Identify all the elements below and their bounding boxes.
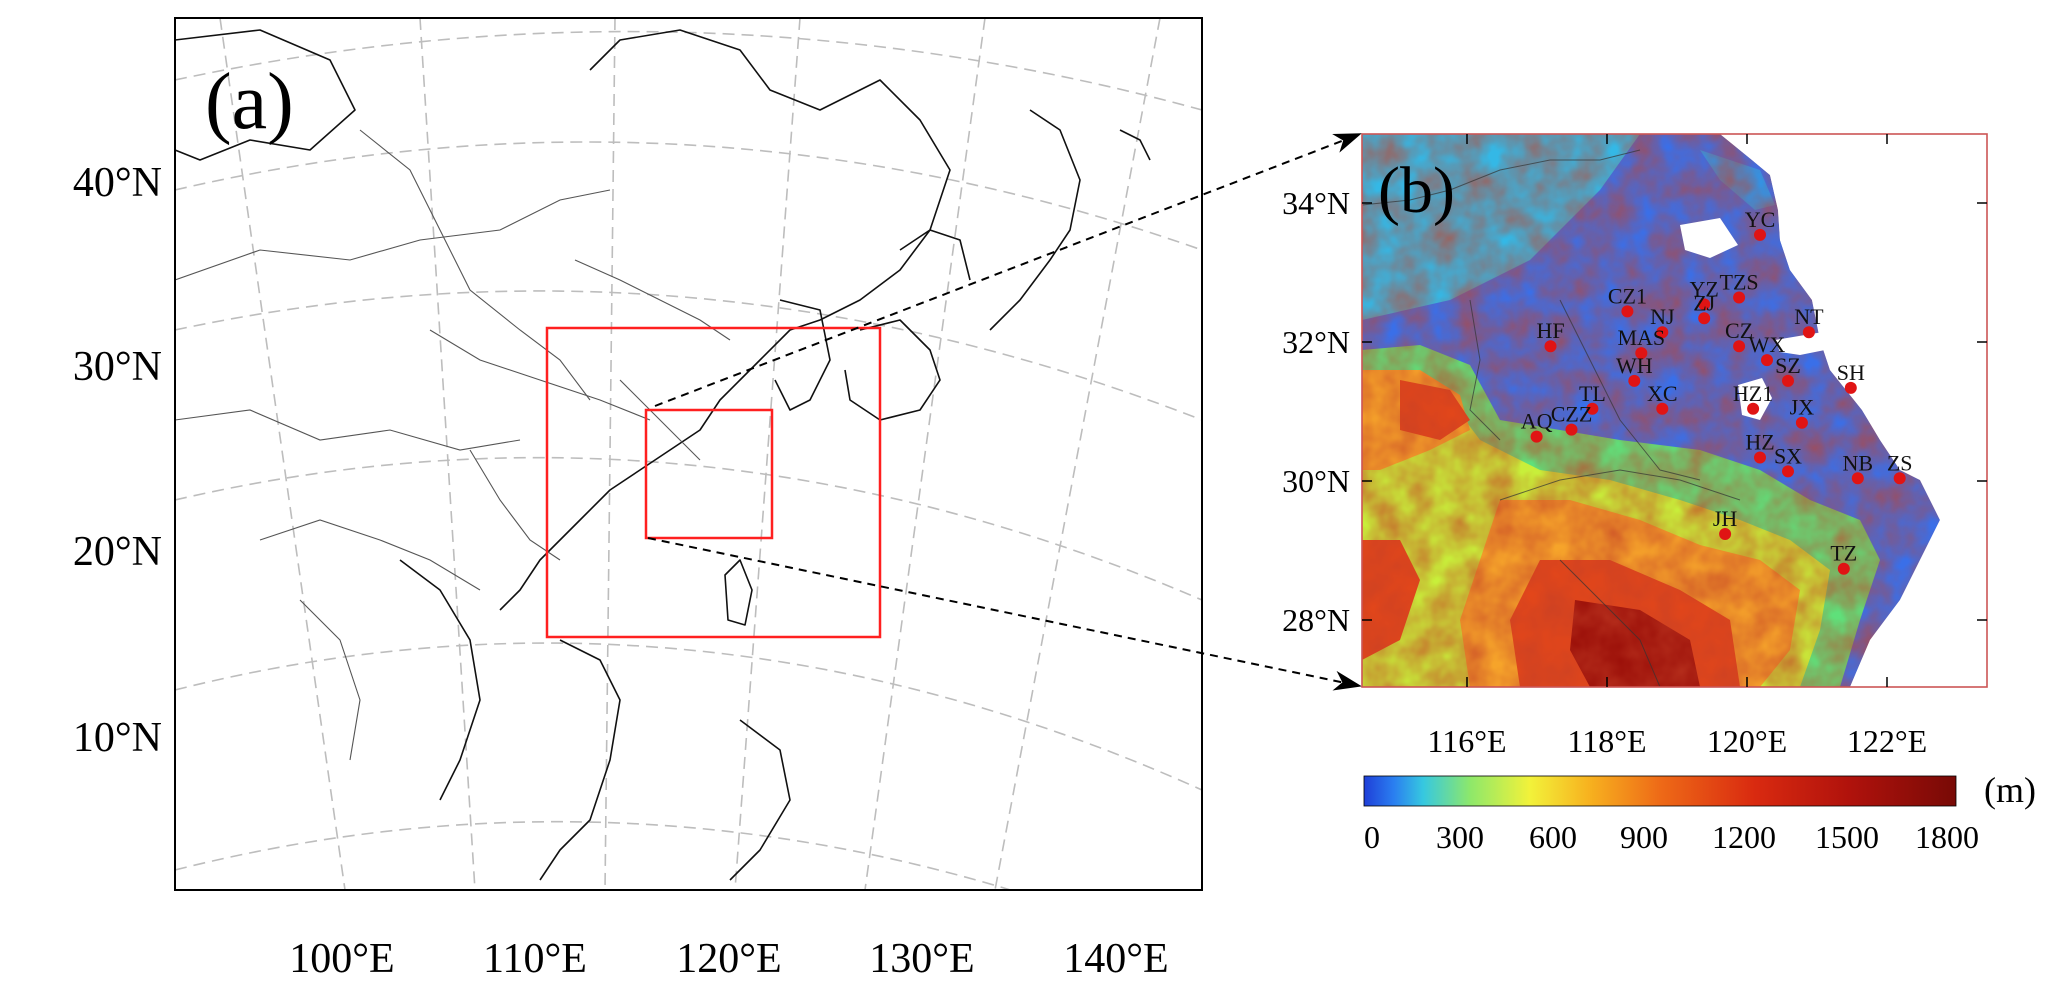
station-dot-sz bbox=[1782, 374, 1794, 387]
station-label-czz: CZZ bbox=[1551, 402, 1593, 427]
station-dot-wh bbox=[1628, 374, 1641, 387]
station-label-wx: WX bbox=[1749, 332, 1786, 357]
colorbar-bar bbox=[1363, 775, 1957, 807]
station-dot-jx bbox=[1795, 416, 1808, 429]
station-label-tzs: TZS bbox=[1720, 270, 1759, 295]
colorbar-tick-600: 600 bbox=[1529, 819, 1577, 855]
station-label-cz1: CZ1 bbox=[1608, 283, 1647, 308]
panel-a-graticule bbox=[175, 18, 1202, 890]
station-dot-tl bbox=[1586, 402, 1599, 415]
panel-b-lon-120: 120°E bbox=[1707, 723, 1787, 759]
station-dot-sh bbox=[1844, 381, 1857, 394]
station-label-zs: ZS bbox=[1887, 450, 1913, 475]
panel-a-lat-20: 20°N bbox=[73, 529, 162, 575]
station-label-nj: NJ bbox=[1650, 304, 1675, 329]
station-label-tz: TZ bbox=[1830, 541, 1857, 566]
station-label-cz: CZ bbox=[1725, 318, 1753, 343]
station-label-xc: XC bbox=[1647, 381, 1678, 406]
panel-b-terrain bbox=[1362, 134, 1987, 687]
panel-a-coastlines bbox=[175, 29, 1151, 881]
panel-a-lon-110: 110°E bbox=[483, 936, 587, 982]
station-dot-cz bbox=[1733, 340, 1746, 353]
panel-a-lat-10: 10°N bbox=[73, 715, 162, 761]
panel-b: (b) 34°N 32°N 30°N 28°N 116°E 118°E 120°… bbox=[1282, 133, 1988, 759]
station-label-nb: NB bbox=[1843, 450, 1874, 475]
station-label-wh: WH bbox=[1616, 353, 1653, 378]
station-dot-tz bbox=[1837, 562, 1850, 575]
station-label-nt: NT bbox=[1794, 304, 1824, 329]
station-dot-yc bbox=[1754, 228, 1766, 241]
station-dot-yz bbox=[1698, 298, 1711, 311]
panel-a-lon-100: 100°E bbox=[289, 936, 394, 982]
colorbar-tick-1200: 1200 bbox=[1712, 819, 1776, 855]
panel-b-lat-30: 30°N bbox=[1282, 463, 1350, 499]
station-dot-hf bbox=[1544, 340, 1557, 353]
panel-b-lat-34: 34°N bbox=[1282, 185, 1350, 221]
panel-a-lon-130: 130°E bbox=[869, 936, 974, 982]
colorbar-tick-300: 300 bbox=[1436, 819, 1484, 855]
station-label-tl: TL bbox=[1579, 381, 1606, 406]
station-dot-zj bbox=[1698, 312, 1711, 325]
station-label-yz: YZ bbox=[1690, 276, 1719, 301]
panel-a-lat-30: 30°N bbox=[73, 344, 162, 390]
station-label-yc: YC bbox=[1745, 207, 1776, 232]
station-label-hf: HF bbox=[1536, 318, 1564, 343]
lake-taihu bbox=[1738, 378, 1772, 420]
colorbar-tick-0: 0 bbox=[1364, 819, 1380, 855]
station-label-zj: ZJ bbox=[1693, 290, 1715, 315]
panel-a: (a) 40°N 30°N 20°N 10°N 100°E 110°E 120°… bbox=[73, 17, 1203, 982]
station-dot-hz1 bbox=[1747, 402, 1760, 415]
station-dot-mas bbox=[1635, 347, 1648, 360]
panel-b-frame bbox=[1361, 133, 1988, 688]
station-dot-nt bbox=[1802, 326, 1815, 339]
station-label-mas: MAS bbox=[1617, 325, 1665, 350]
station-label-aq: AQ bbox=[1521, 409, 1553, 434]
panel-a-map-body bbox=[175, 18, 1202, 890]
panel-a-lon-140: 140°E bbox=[1063, 936, 1168, 982]
panel-b-lat-32: 32°N bbox=[1282, 324, 1350, 360]
station-dot-aq bbox=[1530, 430, 1543, 443]
panel-a-borders bbox=[175, 129, 731, 761]
station-dot-czz bbox=[1565, 423, 1578, 436]
panel-a-lon-120: 120°E bbox=[676, 936, 781, 982]
station-dot-zs bbox=[1893, 472, 1906, 485]
station-label-hz: HZ bbox=[1745, 430, 1774, 455]
sea-area bbox=[1720, 134, 1987, 687]
panel-a-label: (a) bbox=[205, 58, 294, 146]
zoom-connectors bbox=[647, 133, 1362, 691]
panel-b-lat-28: 28°N bbox=[1282, 602, 1350, 638]
outer-domain-box bbox=[545, 326, 882, 639]
station-label-sz: SZ bbox=[1775, 353, 1801, 378]
station-dot-hz bbox=[1754, 451, 1766, 464]
colorbar-tick-1500: 1500 bbox=[1815, 819, 1879, 855]
panel-b-tick-marks bbox=[1362, 134, 1987, 687]
colorbar-tick-1800: 1800 bbox=[1915, 819, 1979, 855]
colorbar-tick-900: 900 bbox=[1620, 819, 1668, 855]
colorbar-unit: (m) bbox=[1984, 770, 2036, 810]
station-dot-nj bbox=[1656, 326, 1669, 339]
station-label-jx: JX bbox=[1790, 395, 1815, 420]
station-label-hz1: HZ1 bbox=[1733, 381, 1773, 406]
panel-a-frame bbox=[174, 17, 1203, 891]
station-label-sh: SH bbox=[1837, 360, 1865, 385]
connector-arrow-bottom bbox=[647, 537, 1362, 691]
station-dot-xc bbox=[1656, 402, 1669, 415]
panel-b-lon-118: 118°E bbox=[1567, 723, 1646, 759]
panel-b-label: (b) bbox=[1378, 154, 1455, 227]
station-dot-cz1 bbox=[1621, 305, 1634, 318]
panel-b-lon-116: 116°E bbox=[1427, 723, 1506, 759]
station-dot-nb bbox=[1851, 472, 1864, 485]
station-dot-sx bbox=[1782, 465, 1794, 478]
panel-a-lat-40: 40°N bbox=[73, 160, 162, 206]
station-dot-tzs bbox=[1733, 291, 1746, 304]
station-label-jh: JH bbox=[1713, 506, 1738, 531]
station-label-sx: SX bbox=[1774, 443, 1802, 468]
inner-domain-box bbox=[644, 408, 774, 540]
colorbar: (m) 0 300 600 900 1200 1500 1800 bbox=[1363, 770, 2036, 855]
station-dot-wx bbox=[1761, 354, 1773, 367]
panel-b-lon-122: 122°E bbox=[1847, 723, 1927, 759]
station-dot-jh bbox=[1719, 528, 1732, 540]
